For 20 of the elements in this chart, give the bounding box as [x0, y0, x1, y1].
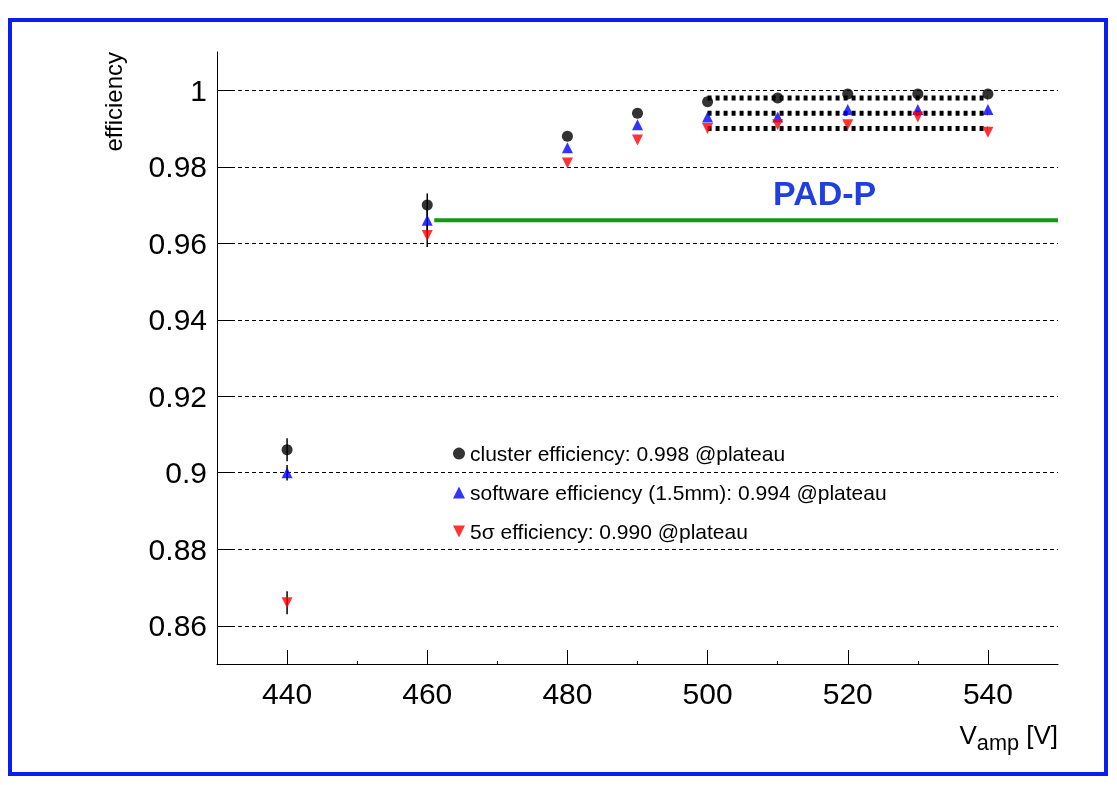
x-tick-label: 460 — [402, 676, 453, 710]
y-tick-label: 0.9 — [165, 456, 207, 490]
y-tick-label: 0.86 — [148, 609, 207, 643]
y-tick-label: 0.92 — [148, 379, 207, 413]
x-axis-title: V$_{amp}$ [V] — [959, 720, 1058, 757]
x-tick-label: 440 — [262, 676, 313, 710]
legend-label: 5σ efficiency: 0.990 @plateau — [470, 520, 748, 544]
legend-label: software efficiency (1.5mm): 0.994 @plateau — [470, 481, 887, 505]
y-tick-label: 0.96 — [148, 226, 207, 260]
x-tick-label: 500 — [682, 676, 733, 710]
y-tick-label: 0.88 — [148, 532, 207, 566]
x-tick-label: 480 — [542, 676, 593, 710]
legend-label: cluster efficiency: 0.998 @plateau — [470, 442, 786, 466]
y-axis-title: efficiency — [99, 52, 127, 152]
y-tick-label: 1 — [190, 73, 207, 107]
x-tick-label: 540 — [962, 676, 1013, 710]
x-tick-label: 520 — [822, 676, 873, 710]
annotation: PAD-P — [773, 174, 877, 212]
y-tick-label: 0.94 — [148, 303, 207, 337]
y-tick-label: 0.98 — [148, 150, 207, 184]
